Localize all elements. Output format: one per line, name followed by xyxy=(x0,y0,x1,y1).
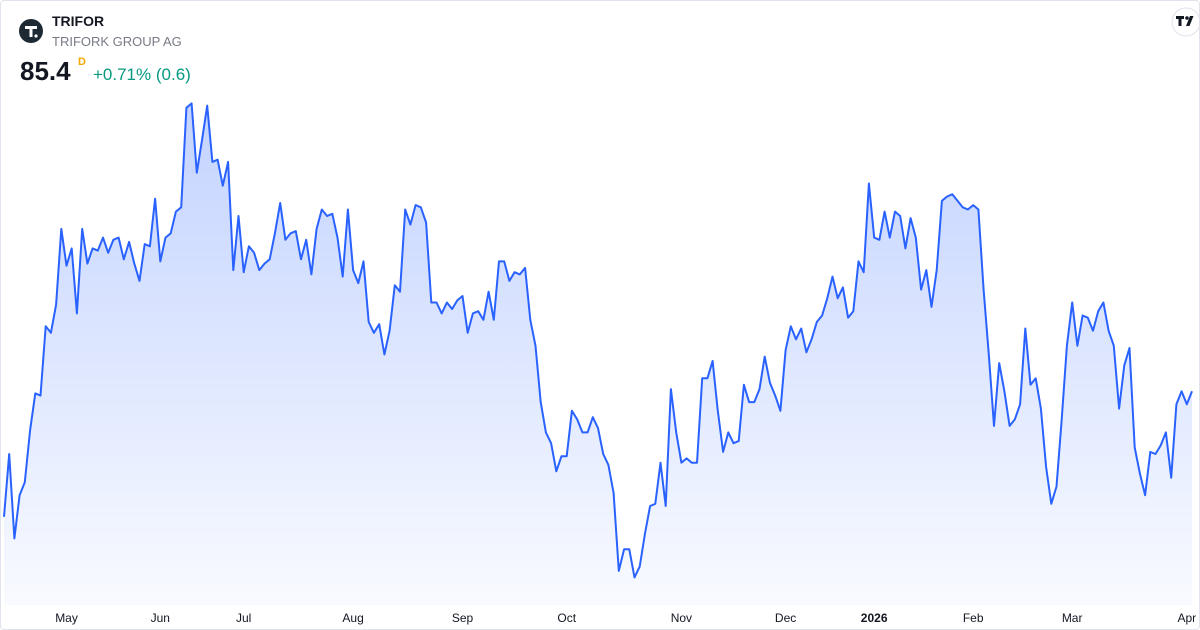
price-change: +0.71% (0.6) xyxy=(93,65,191,84)
x-tick-label: Aug xyxy=(342,611,363,625)
x-tick-label: 2026 xyxy=(861,611,888,625)
x-tick-label: Jun xyxy=(151,611,170,625)
area-fill xyxy=(4,103,1192,606)
price-line xyxy=(3,102,1193,579)
last-price: 85.4 xyxy=(20,56,71,86)
x-tick-label: May xyxy=(55,611,78,625)
x-tick-label: Jul xyxy=(236,611,251,625)
interval: D xyxy=(78,56,86,68)
tradingview-logo[interactable] xyxy=(1171,7,1199,37)
x-tick-label: Apr xyxy=(1177,611,1196,625)
x-tick-label: Feb xyxy=(963,611,984,625)
x-tick-label: Nov xyxy=(671,611,692,625)
x-tick-label: Oct xyxy=(557,611,576,625)
x-tick-label: Sep xyxy=(452,611,474,625)
x-tick-label: Mar xyxy=(1062,611,1083,625)
company-name: TRIFORK GROUP AG xyxy=(52,34,182,49)
symbol-logo xyxy=(19,19,43,43)
symbol: TRIFOR xyxy=(52,13,105,29)
x-tick-label: Dec xyxy=(775,611,796,625)
